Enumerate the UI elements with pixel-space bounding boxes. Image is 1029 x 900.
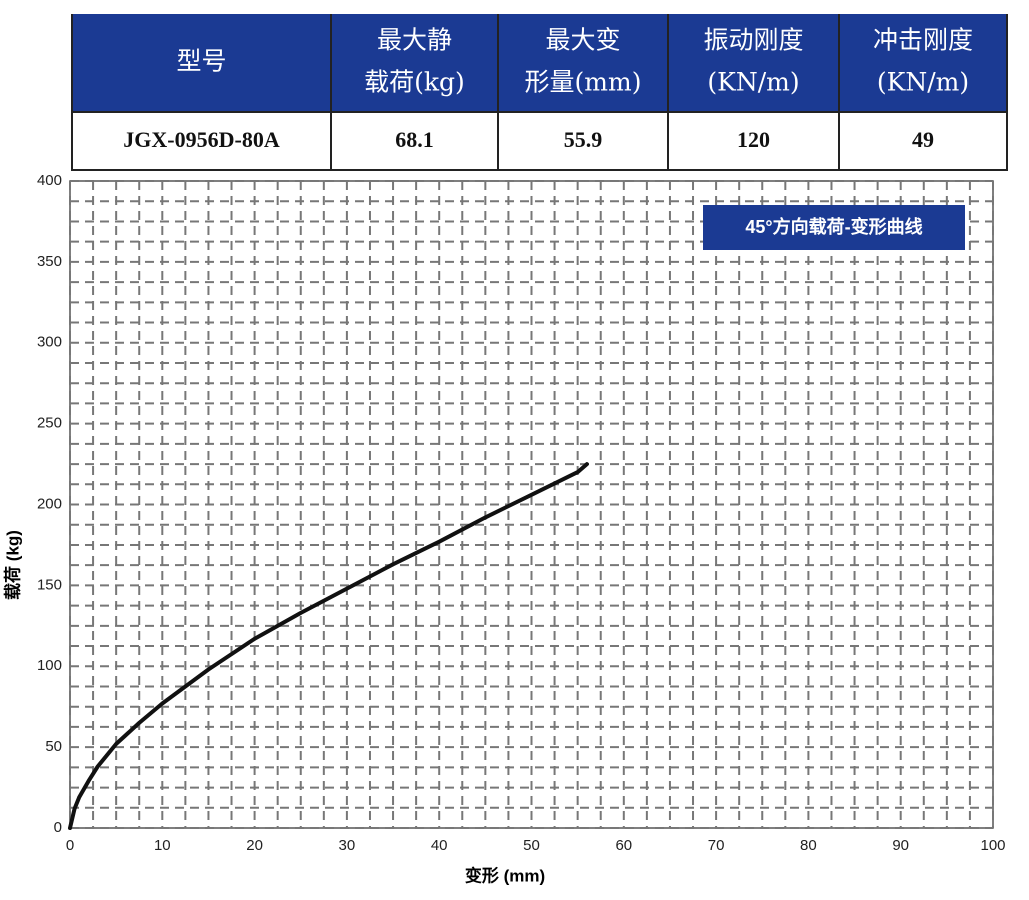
x-tick-label: 20 (246, 837, 263, 854)
x-tick-label: 100 (980, 837, 1005, 854)
y-tick-label: 0 (54, 819, 62, 836)
table-header-cell: 载荷(kg) (364, 68, 465, 97)
data-line (68, 462, 589, 830)
y-tick-label: 350 (37, 253, 62, 270)
table-cell: 49 (912, 127, 934, 152)
x-tick-label: 30 (339, 837, 356, 854)
table-row-bg (71, 111, 1008, 171)
chart-title: 45°方向载荷-变形曲线 (745, 216, 922, 237)
y-tick-label: 200 (37, 495, 62, 512)
y-tick-label: 100 (37, 657, 62, 674)
x-tick-label: 70 (708, 837, 725, 854)
table-header-cell: (KN/m) (707, 68, 799, 97)
table-header-cell: 最大静 (377, 26, 452, 55)
y-axis-label: 载荷 (kg) (2, 530, 22, 600)
y-tick-label: 150 (37, 576, 62, 593)
y-tick-label: 50 (45, 738, 62, 755)
table-cell: 68.1 (395, 127, 434, 152)
x-tick-label: 10 (154, 837, 171, 854)
table-header-cell: 型号 (176, 47, 226, 76)
x-tick-label: 90 (892, 837, 909, 854)
y-tick-label: 300 (37, 334, 62, 351)
table-header-bg (72, 14, 1007, 112)
legend-box (703, 205, 965, 250)
table-header-cell: 振动刚度 (703, 26, 803, 55)
x-tick-label: 40 (431, 837, 448, 854)
table-header-cell: 形量(mm) (525, 68, 642, 97)
x-tick-label: 80 (800, 837, 817, 854)
table-cell: 120 (737, 127, 770, 152)
table-header-cell: (KN/m) (877, 68, 969, 97)
table-cell: 55.9 (564, 127, 603, 152)
table-header-cell: 最大变 (545, 26, 620, 55)
x-axis-label: 变形 (mm) (465, 865, 545, 885)
table-header-cell: 冲击刚度 (873, 26, 973, 55)
y-tick-label: 250 (37, 415, 62, 432)
x-tick-label: 50 (523, 837, 540, 854)
y-tick-label: 400 (37, 172, 62, 189)
table-cell: JGX-0956D-80A (123, 127, 280, 152)
x-tick-label: 0 (66, 837, 74, 854)
x-tick-label: 60 (615, 837, 632, 854)
